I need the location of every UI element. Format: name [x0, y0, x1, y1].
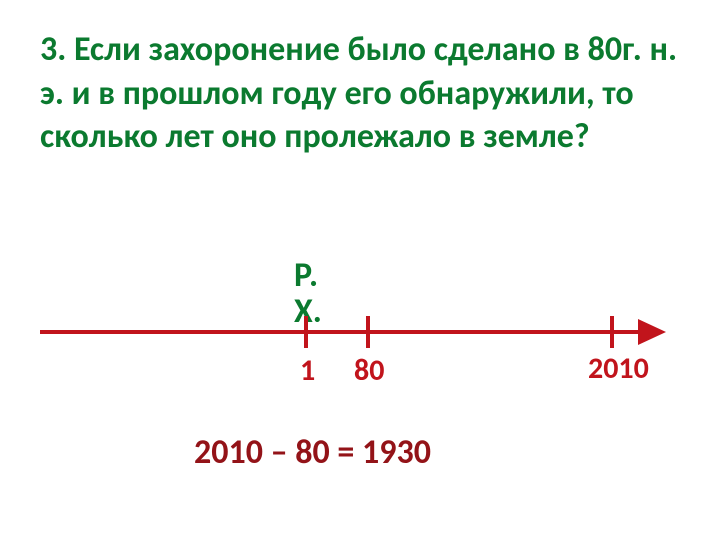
timeline-arrowhead — [638, 319, 666, 345]
timeline-tick-80 — [366, 316, 370, 348]
question-text: 3. Если захоронение было сделано в 80г. … — [40, 28, 680, 159]
timeline-line — [40, 330, 640, 334]
timeline-tick-label-1: 1 — [300, 352, 315, 389]
timeline-tick-1 — [304, 316, 308, 348]
answer-equation: 2010 – 80 = 1930 — [194, 432, 431, 473]
timeline: 1 80 2010 — [40, 310, 670, 354]
timeline-tick-label-2010: 2010 — [588, 350, 649, 387]
timeline-tick-label-80: 80 — [354, 352, 384, 389]
timeline-tick-2010 — [610, 316, 614, 348]
